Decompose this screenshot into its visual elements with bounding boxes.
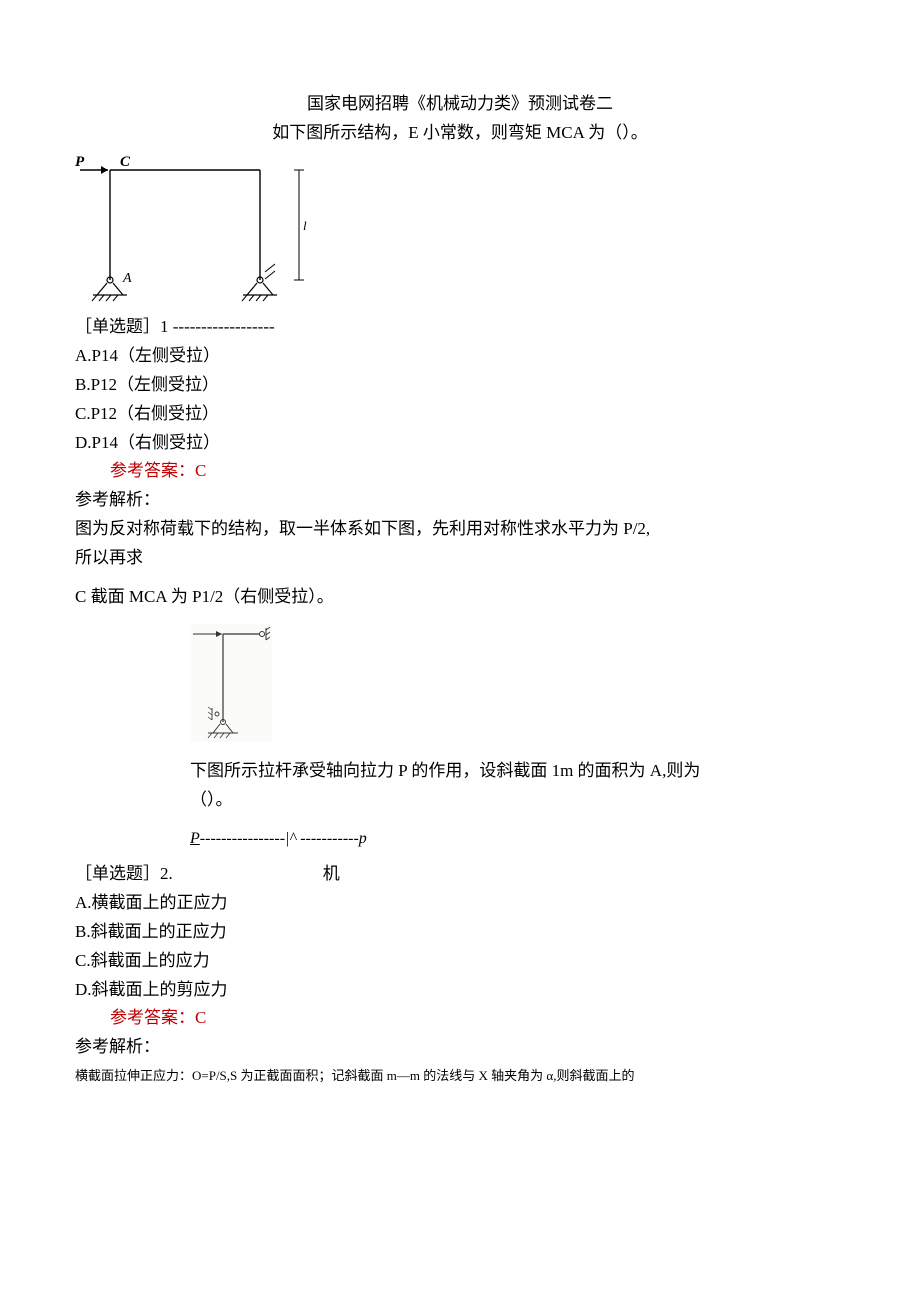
q2-option-d: D.斜截面上的剪应力 [75,976,845,1005]
doc-subtitle: 如下图所示结构，E 小常数，则弯矩 MCA 为（）。 [75,119,845,148]
q2-formula: P----------------|^ -----------p [75,825,845,852]
q2-option-b: B.斜截面上的正应力 [75,918,845,947]
q2-label-right: 机 [323,864,340,883]
diagram-2-frame [75,624,845,751]
diagram-1-frame: l P C A [75,152,845,313]
q1-label: ［单选题］1 ------------------ [75,313,845,342]
q2-formula-p-right: p [359,830,367,847]
q2-option-c: C.斜截面上的应力 [75,947,845,976]
q2-analysis-label: 参考解析： [75,1033,845,1062]
doc-title: 国家电网招聘《机械动力类》预测试卷二 [75,90,845,119]
q1-analysis-line1: 图为反对称荷载下的结构，取一半体系如下图，先利用对称性求水平力为 P/2, [75,515,845,544]
svg-text:l: l [303,218,307,233]
q1-analysis-line2: 所以再求 [75,544,845,573]
q1-answer: 参考答案：C [75,457,845,486]
diagram1-label-A: A [122,271,132,286]
q2-formula-P: P [190,830,200,847]
diagram-1-svg: l P C A [75,152,313,304]
spacer-1 [75,573,845,583]
diagram-2-svg [190,624,272,742]
q2-formula-d2: ----------- [300,830,359,847]
q1-option-a: A.P14（左侧受拉） [75,342,845,371]
q1-option-d: D.P14（右侧受拉） [75,429,845,458]
q2-label-left: ［单选题］2. [75,864,173,883]
q2-label-line: ［单选题］2. 机 [75,860,845,889]
q1-option-c: C.P12（右侧受拉） [75,400,845,429]
q1-analysis-label: 参考解析： [75,486,845,515]
q2-answer: 参考答案：C [75,1004,845,1033]
q1-option-b: B.P12（左侧受拉） [75,371,845,400]
diagram1-label-C: C [120,154,131,170]
q2-formula-bar: |^ [285,830,296,847]
q2-stem-line1: 下图所示拉杆承受轴向拉力 P 的作用，设斜截面 1m 的面积为 A,则为 [75,757,845,786]
q2-formula-d1: ---------------- [200,830,285,847]
q2-option-a: A.横截面上的正应力 [75,889,845,918]
q2-stem-line2: （）。 [75,786,845,815]
q1-analysis-line3: C 截面 MCA 为 P1/2（右侧受拉）。 [75,583,845,612]
diagram1-label-P: P [75,154,85,170]
q2-analysis-small: 横截面拉伸正应力：O=P/S,S 为正截面面积；记斜截面 m—m 的法线与 X … [75,1064,845,1087]
